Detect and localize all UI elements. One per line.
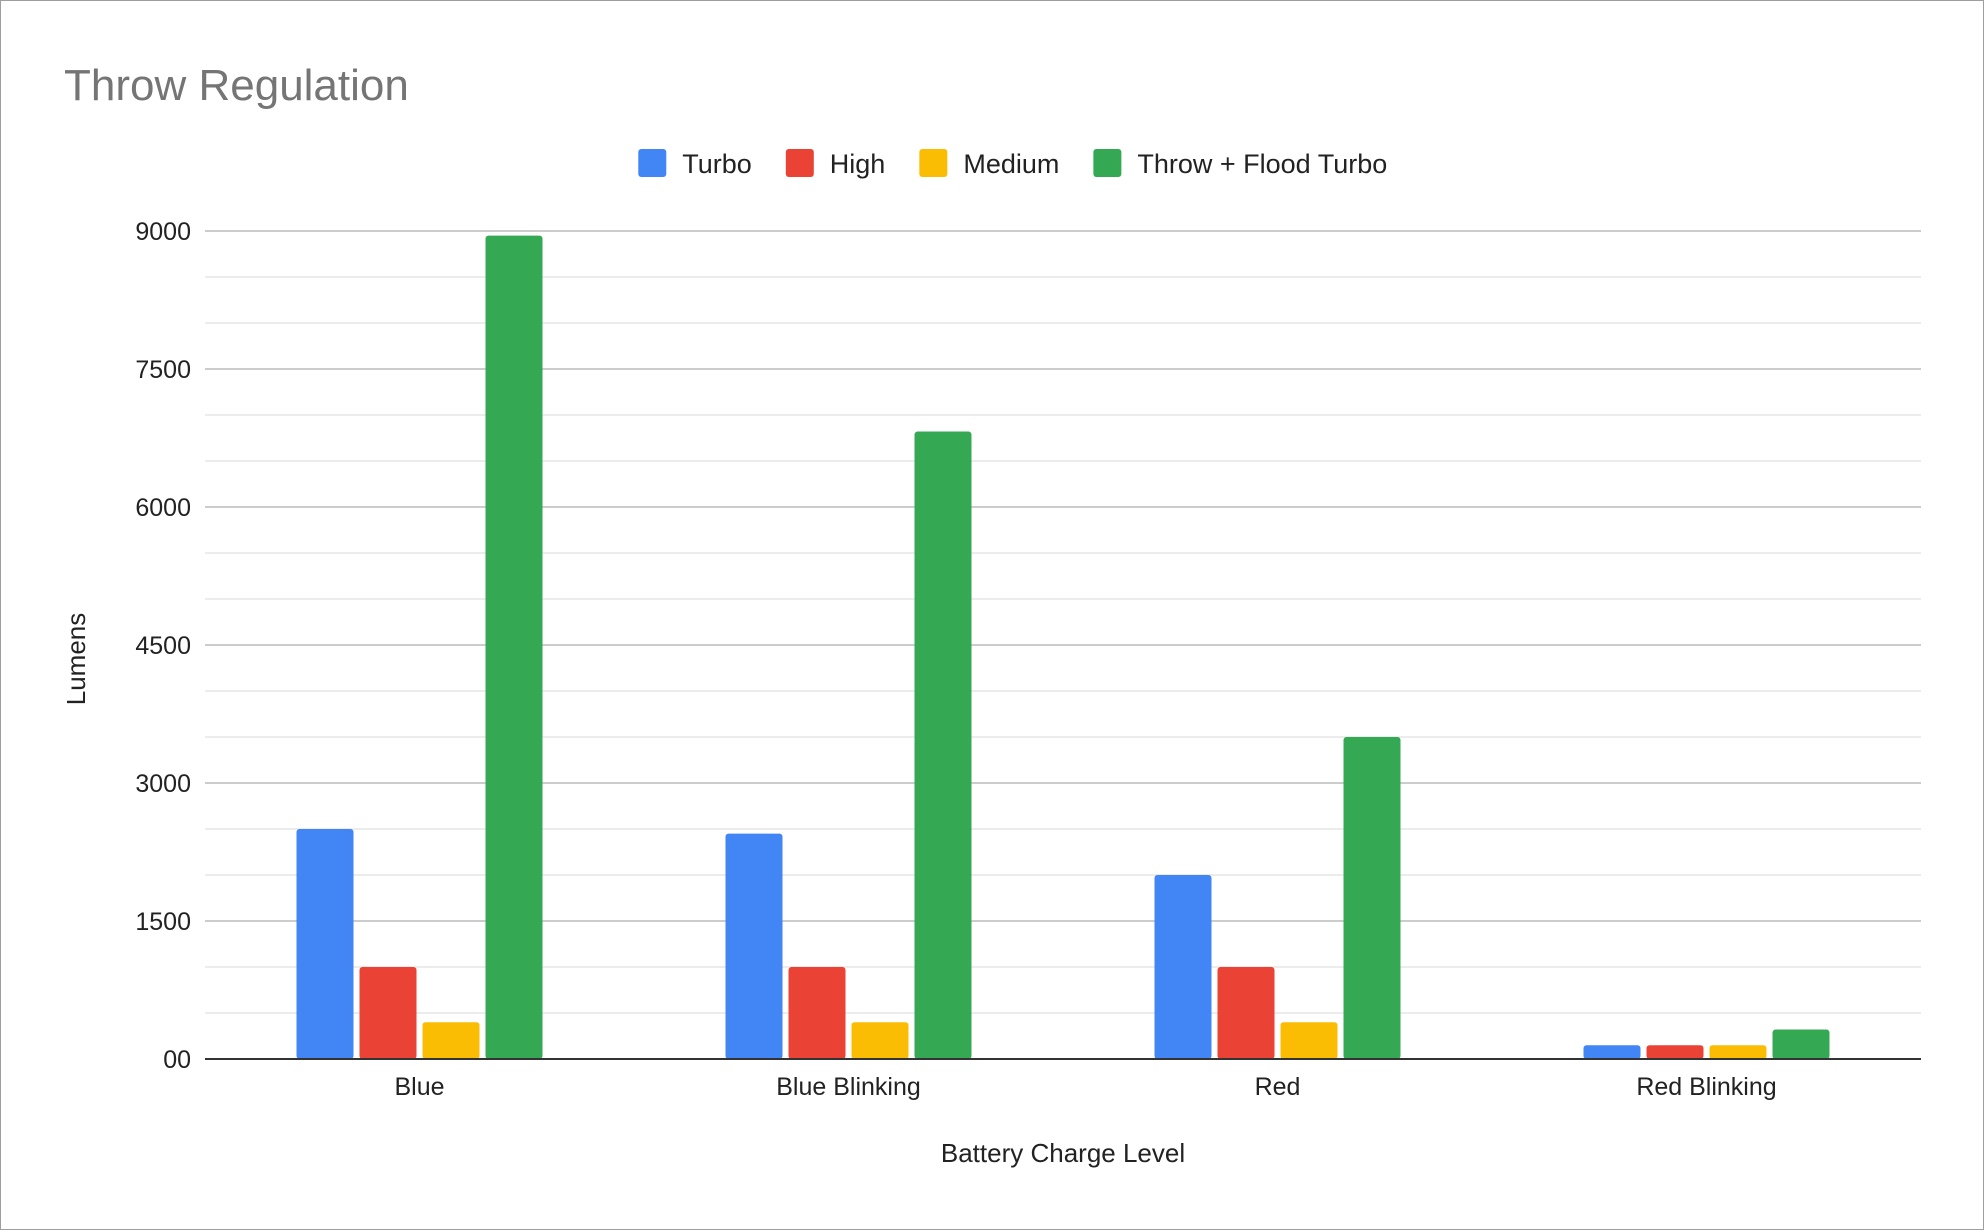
bar-turbo-red-blinking [1583, 1045, 1641, 1059]
legend-swatch [785, 149, 814, 177]
bar-turbo-blue [296, 829, 354, 1059]
bar-medium-red [1280, 1022, 1338, 1059]
legend-label: Turbo [682, 149, 752, 179]
bar-throw-flood-turbo-blue [485, 235, 543, 1060]
x-tick-label: Red Blinking [1636, 1073, 1776, 1101]
y-tick-label: 7500 [135, 356, 191, 384]
bar-throw-flood-turbo-red [1343, 737, 1401, 1059]
legend-swatch [1093, 149, 1122, 177]
legend-swatch [919, 149, 948, 177]
y-axis-title: Lumens [61, 613, 91, 706]
bar-throw-flood-turbo-blue-blinking [914, 431, 972, 1059]
bar-high-red-blinking [1646, 1045, 1704, 1059]
legend-label: Throw + Flood Turbo [1137, 149, 1387, 179]
legend-label: High [830, 149, 886, 179]
bar-high-red [1217, 967, 1275, 1059]
y-tick-label: 3000 [135, 770, 191, 798]
y-tick-label: 4500 [135, 632, 191, 660]
x-axis-title: Battery Charge Level [941, 1138, 1185, 1168]
bar-turbo-blue-blinking [725, 833, 783, 1059]
gridlines [205, 230, 1921, 1014]
bar-high-blue-blinking [788, 967, 846, 1059]
legend-label: Medium [963, 149, 1059, 179]
bars [296, 235, 1830, 1060]
bar-high-blue [359, 967, 417, 1059]
x-tick-label: Red [1255, 1073, 1301, 1101]
y-tick-label: 6000 [135, 494, 191, 522]
bar-medium-red-blinking [1709, 1045, 1767, 1059]
x-axis-ticks: Blue Blue Blinking Red Red Blinking [394, 1073, 1776, 1101]
bar-turbo-red [1154, 875, 1212, 1059]
x-tick-label: Blue [394, 1073, 444, 1101]
x-tick-label: Blue Blinking [776, 1073, 921, 1101]
legend: Turbo High Medium Throw + Flood Turbo [638, 149, 1387, 179]
bar-throw-flood-turbo-red-blinking [1772, 1029, 1830, 1059]
y-axis-ticks: 00 1500 3000 4500 6000 7500 9000 [135, 218, 191, 1074]
bar-medium-blue-blinking [851, 1022, 909, 1059]
chart-title: Throw Regulation [64, 61, 409, 110]
y-tick-label: 00 [163, 1046, 191, 1074]
legend-swatch [638, 149, 667, 177]
y-tick-label: 9000 [135, 218, 191, 246]
y-tick-label: 1500 [135, 908, 191, 936]
bar-medium-blue [422, 1022, 480, 1059]
